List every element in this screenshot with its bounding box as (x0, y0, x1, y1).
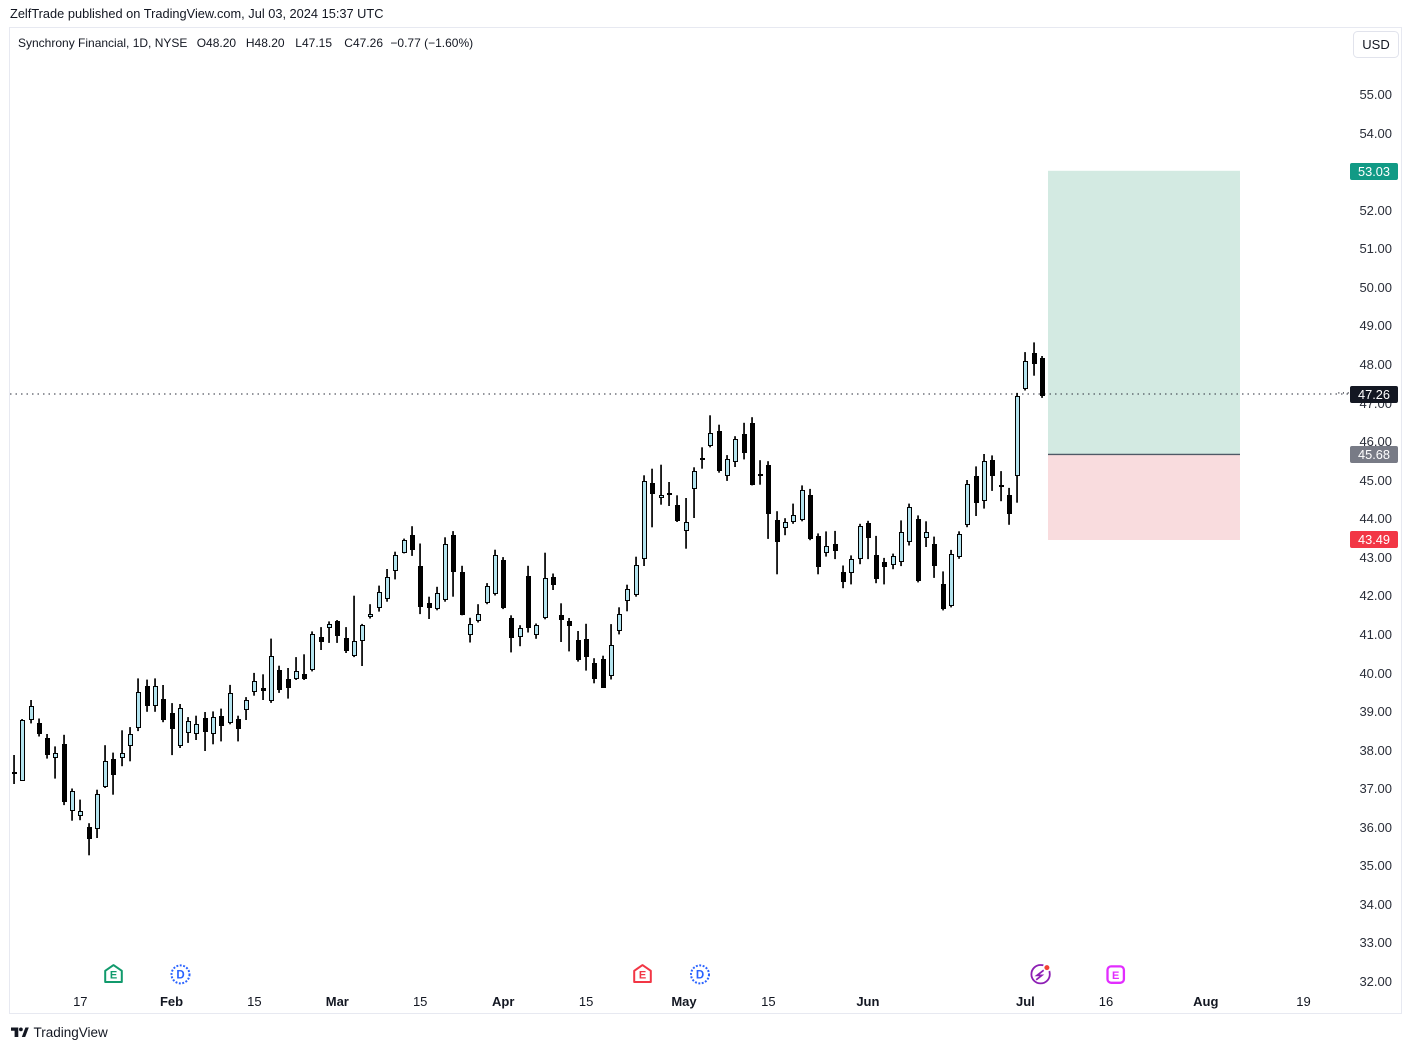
svg-text:E: E (110, 970, 117, 982)
svg-text:D: D (696, 970, 704, 982)
svg-text:E: E (1112, 970, 1119, 982)
svg-text:E: E (639, 970, 646, 982)
svg-text:D: D (176, 970, 184, 982)
